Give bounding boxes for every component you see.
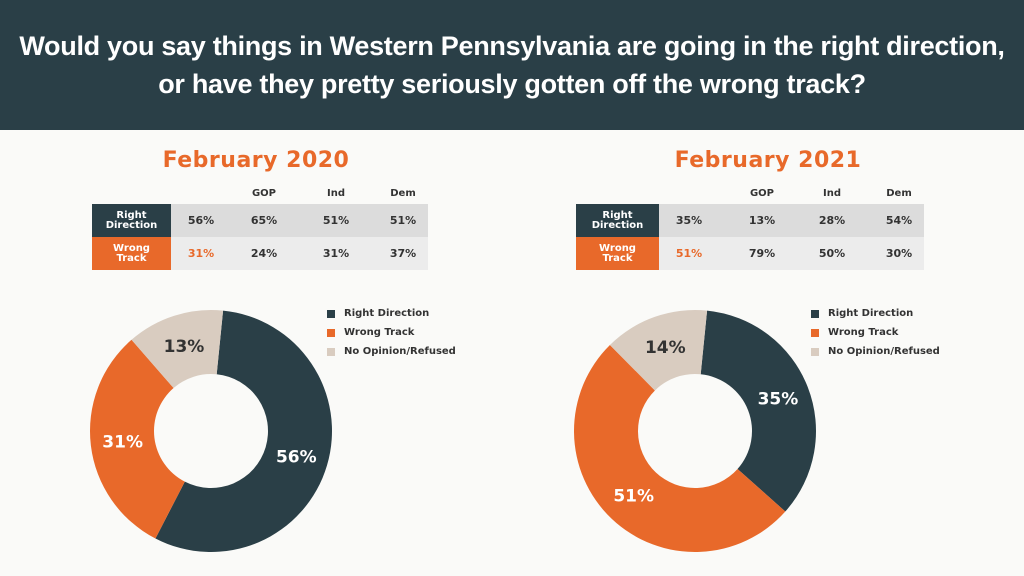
- legend-item-wrong-track: Wrong Track: [811, 323, 940, 342]
- column-header-dem: Dem: [390, 188, 416, 199]
- table-row-wrong-track: Wrong Track 51% 79% 50% 30%: [576, 237, 924, 270]
- donut-label-right-direction: 56%: [276, 447, 317, 467]
- donut-slice-wrong-track: [573, 344, 786, 553]
- donut-slice-wrong-track: [89, 339, 185, 539]
- donut-slice-no-opinion: [609, 310, 708, 391]
- legend-swatch: [811, 328, 819, 337]
- legend: Right Direction Wrong Track No Opinion/R…: [327, 304, 456, 361]
- donut-chart-2020: 56% 31% 13%: [89, 310, 332, 552]
- cell-overall: 56%: [187, 214, 215, 227]
- legend-label: No Opinion/Refused: [344, 346, 456, 357]
- cell-ind: 51%: [322, 214, 350, 227]
- legend-item-no-opinion: No Opinion/Refused: [811, 342, 940, 361]
- legend-swatch: [811, 347, 819, 356]
- panel-title: February 2020: [162, 148, 350, 173]
- cell-ind: 28%: [818, 214, 846, 227]
- legend-item-right-direction: Right Direction: [327, 304, 456, 323]
- cell-overall: 35%: [675, 214, 703, 227]
- donut-slice-right-direction: [700, 310, 816, 512]
- donut-slice-right-direction: [155, 310, 332, 552]
- donut-label-right-direction: 35%: [758, 390, 799, 410]
- question-header: Would you say things in Western Pennsylv…: [0, 0, 1024, 130]
- cell-dem: 37%: [389, 247, 417, 260]
- donut-chart-2021: 35% 51% 14%: [573, 310, 816, 553]
- column-header-gop: GOP: [749, 188, 775, 199]
- donut-label-wrong-track: 51%: [613, 487, 654, 507]
- legend-swatch: [327, 347, 335, 356]
- cell-dem: 51%: [389, 214, 417, 227]
- cell-ind: 50%: [818, 247, 846, 260]
- cell-gop: 65%: [250, 214, 278, 227]
- legend-label: Right Direction: [828, 308, 914, 319]
- table-row-right-direction: Right Direction 56% 65% 51% 51%: [92, 204, 428, 237]
- column-header-dem: Dem: [886, 188, 912, 199]
- cell-overall: 31%: [187, 247, 215, 260]
- donut-label-no-opinion: 14%: [645, 338, 686, 358]
- cell-overall: 51%: [675, 247, 703, 260]
- legend-swatch: [327, 328, 335, 337]
- column-header-gop: GOP: [251, 188, 277, 199]
- row-label: Wrong Track: [92, 237, 171, 270]
- panel-february-2021: February 2021 GOP Ind Dem Right Directio…: [512, 130, 1024, 576]
- cell-dem: 54%: [885, 214, 913, 227]
- column-header-ind: Ind: [823, 188, 841, 199]
- question-line-1: Would you say things in Western Pennsylv…: [19, 31, 1005, 61]
- legend-label: No Opinion/Refused: [828, 346, 940, 357]
- cell-dem: 30%: [885, 247, 913, 260]
- cell-gop: 13%: [748, 214, 776, 227]
- legend-item-wrong-track: Wrong Track: [327, 323, 456, 342]
- table-row-right-direction: Right Direction 35% 13% 28% 54%: [576, 204, 924, 237]
- cell-gop: 79%: [748, 247, 776, 260]
- cell-ind: 31%: [322, 247, 350, 260]
- legend-label: Right Direction: [344, 308, 430, 319]
- column-header-ind: Ind: [327, 188, 345, 199]
- row-label: Right Direction: [576, 204, 659, 237]
- donut-slice-no-opinion: [131, 310, 224, 389]
- panel-february-2020: February 2020 GOP Ind Dem Right Directio…: [0, 130, 512, 576]
- legend-label: Wrong Track: [828, 327, 899, 338]
- donut-label-wrong-track: 31%: [102, 433, 143, 453]
- row-label: Right Direction: [92, 204, 171, 237]
- legend-item-right-direction: Right Direction: [811, 304, 940, 323]
- table-row-wrong-track: Wrong Track 31% 24% 31% 37%: [92, 237, 428, 270]
- cell-gop: 24%: [250, 247, 278, 260]
- panel-title: February 2021: [674, 148, 862, 173]
- legend-label: Wrong Track: [344, 327, 415, 338]
- legend-swatch: [327, 309, 335, 318]
- legend-swatch: [811, 309, 819, 318]
- row-label: Wrong Track: [576, 237, 659, 270]
- legend-item-no-opinion: No Opinion/Refused: [327, 342, 456, 361]
- donut-label-no-opinion: 13%: [164, 337, 205, 357]
- legend: Right Direction Wrong Track No Opinion/R…: [811, 304, 940, 361]
- question-line-2: or have they pretty seriously gotten off…: [158, 69, 866, 99]
